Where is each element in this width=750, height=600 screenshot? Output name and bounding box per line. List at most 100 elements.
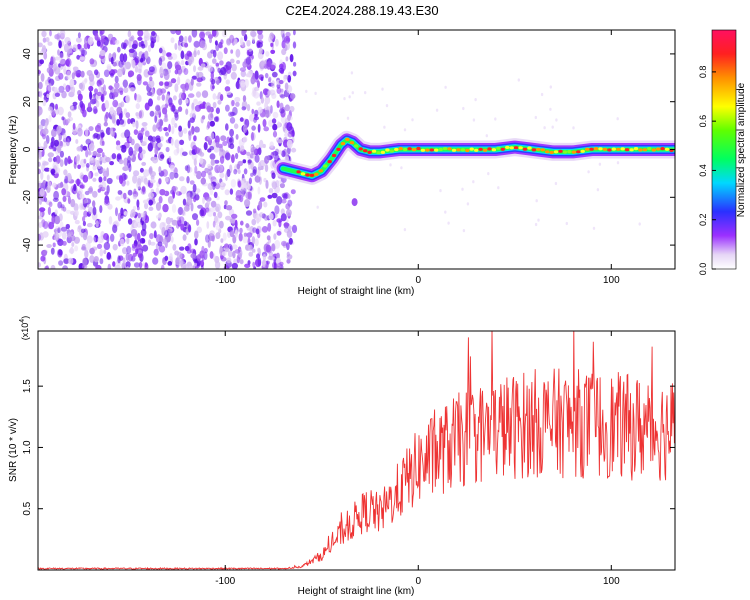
noise-dot	[109, 106, 114, 115]
ridge-peak	[318, 169, 323, 173]
noise-dot	[286, 209, 292, 217]
noise-dot	[193, 98, 198, 106]
noise-dot	[261, 226, 268, 233]
noise-dot	[171, 219, 178, 226]
noise-dot	[209, 120, 215, 127]
noise-dot	[190, 78, 194, 86]
noise-dot	[273, 233, 277, 240]
noise-dot	[167, 256, 174, 262]
noise-dot	[444, 210, 447, 214]
noise-dot	[69, 235, 76, 242]
noise-dot	[264, 263, 269, 269]
colorbar: 0.0 0.2 0.4 0.6 0.8 Normalized spectral ampl…	[698, 29, 747, 275]
noise-dot	[158, 57, 163, 66]
noise-dot	[140, 228, 147, 237]
noise-dot	[102, 90, 107, 96]
noise-dot	[224, 189, 230, 196]
y-tick-label: 0	[22, 146, 33, 152]
noise-dot	[252, 261, 256, 268]
noise-dot	[195, 71, 200, 79]
noise-dot	[99, 49, 106, 57]
noise-dot	[199, 40, 206, 48]
noise-dot	[176, 146, 180, 154]
noise-dot	[279, 182, 285, 189]
noise-dot	[123, 87, 129, 93]
noise-dot	[132, 174, 138, 184]
ridge-peak	[331, 153, 337, 158]
ridge-peak	[531, 148, 537, 152]
noise-dot	[219, 94, 224, 101]
ridge-peak	[580, 149, 585, 153]
noise-dot	[154, 110, 159, 116]
ridge-peak	[380, 150, 386, 154]
noise-dot	[65, 84, 71, 93]
noise-dot	[130, 229, 138, 237]
noise-dot	[101, 181, 107, 191]
noise-dot	[122, 166, 129, 172]
noise-dot	[247, 70, 253, 78]
noise-dot	[213, 211, 216, 217]
noise-dot	[256, 101, 261, 106]
colorbar-tick-label: 0.8	[698, 66, 708, 79]
noise-dot	[58, 40, 62, 49]
noise-dot	[127, 253, 134, 262]
noise-dot	[117, 46, 121, 53]
noise-dot	[265, 244, 272, 253]
noise-dot	[96, 79, 102, 87]
noise-dot	[257, 247, 261, 253]
noise-dot	[120, 101, 125, 108]
noise-dot	[225, 172, 228, 181]
y-tick-label: -20	[22, 190, 33, 205]
noise-dot	[598, 162, 602, 166]
noise-dot	[54, 92, 61, 98]
noise-dot	[194, 147, 200, 154]
noise-dot	[69, 78, 75, 88]
noise-dot	[89, 71, 93, 78]
noise-dot	[63, 169, 68, 176]
noise-dot	[51, 128, 57, 138]
noise-dot	[72, 66, 79, 71]
noise-dot	[270, 105, 273, 114]
noise-dot	[61, 116, 65, 121]
noise-dot	[209, 251, 214, 259]
noise-dot	[59, 58, 66, 65]
noise-dot	[227, 142, 231, 149]
noise-dot	[160, 88, 167, 94]
noise-dot	[54, 215, 61, 225]
noise-dot	[96, 243, 103, 249]
noise-dot	[108, 85, 113, 90]
noise-dot	[67, 49, 71, 55]
noise-dot	[182, 127, 188, 134]
noise-dot	[231, 262, 238, 269]
noise-dot	[278, 149, 282, 155]
noise-dot	[287, 194, 291, 199]
noise-dot	[227, 250, 233, 258]
noise-dot	[58, 85, 65, 93]
ridge-peak	[300, 172, 306, 176]
noise-dot	[38, 262, 41, 268]
noise-dot	[124, 129, 131, 139]
noise-dot	[184, 53, 190, 60]
noise-dot	[174, 69, 179, 75]
noise-dot	[47, 41, 53, 46]
noise-dot	[242, 124, 248, 133]
noise-dot	[177, 76, 181, 86]
noise-dot	[38, 106, 43, 116]
noise-dot	[52, 197, 59, 202]
noise-dot	[38, 142, 41, 147]
noise-dot	[181, 210, 185, 216]
noise-dot	[400, 166, 403, 170]
noise-dot	[169, 253, 173, 261]
noise-dot	[213, 116, 219, 122]
noise-dot	[587, 170, 590, 174]
noise-dot	[141, 212, 146, 222]
noise-dot	[133, 262, 140, 268]
noise-dot	[109, 161, 114, 166]
noise-dot	[243, 168, 248, 175]
noise-dot	[403, 128, 407, 132]
noise-dot	[616, 161, 620, 165]
noise-dot	[99, 30, 105, 35]
noise-dot	[284, 41, 290, 51]
noise-dot	[167, 228, 173, 237]
noise-dot	[62, 206, 67, 212]
